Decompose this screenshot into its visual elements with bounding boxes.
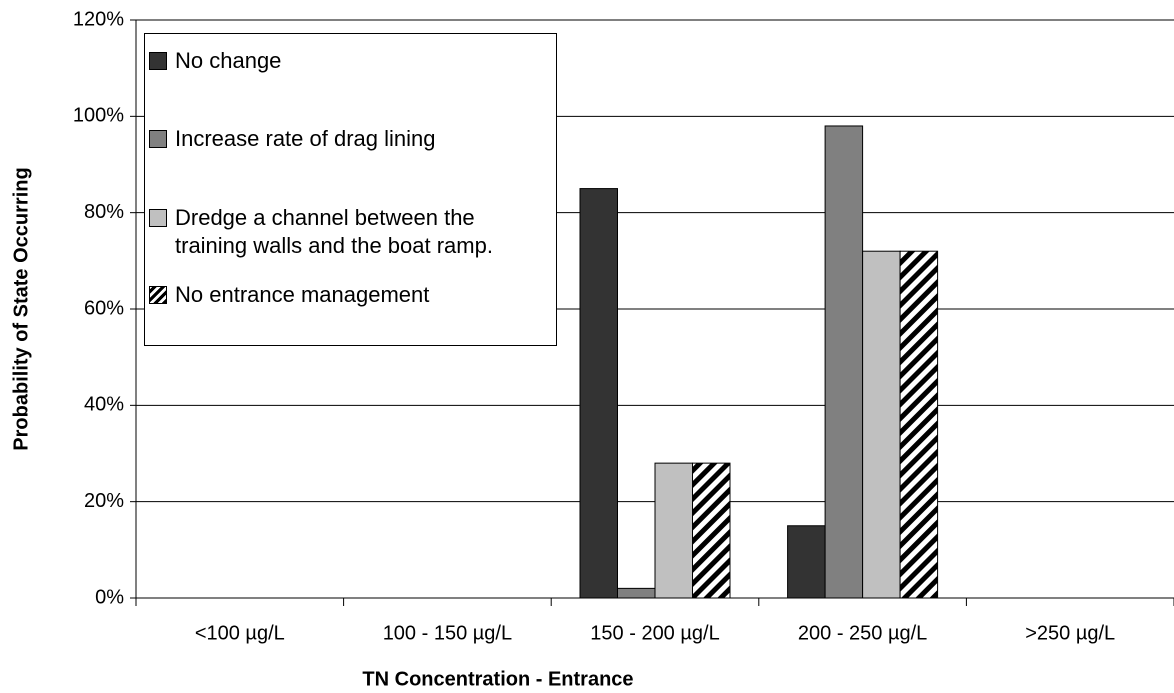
legend-swatch bbox=[149, 52, 167, 70]
x-tick-label: 100 - 150 µg/L bbox=[383, 622, 512, 644]
bar bbox=[862, 250, 901, 599]
x-axis-title: TN Concentration - Entrance bbox=[362, 668, 633, 690]
bar bbox=[579, 188, 618, 599]
legend-swatch bbox=[149, 209, 167, 227]
bar bbox=[899, 250, 939, 599]
bar bbox=[654, 462, 693, 599]
legend-entry: Increase rate of drag lining bbox=[145, 125, 550, 153]
legend: No change Increase rate of drag lining Dre… bbox=[144, 33, 557, 346]
y-tick-label: 80% bbox=[84, 201, 124, 223]
x-tick-label: <100 µg/L bbox=[195, 622, 285, 644]
legend-swatch bbox=[149, 286, 167, 304]
legend-label: No change bbox=[175, 48, 282, 73]
bar bbox=[787, 525, 826, 599]
y-tick-label: 60% bbox=[84, 297, 124, 319]
legend-entry: No entrance management bbox=[145, 281, 550, 309]
legend-label: No entrance management bbox=[175, 282, 430, 307]
y-tick-label: 40% bbox=[84, 394, 124, 416]
x-tick-label: 150 - 200 µg/L bbox=[590, 622, 719, 644]
y-tick-label: 120% bbox=[73, 8, 124, 30]
y-tick-label: 20% bbox=[84, 490, 124, 512]
legend-label: Dredge a channel between the training wa… bbox=[175, 205, 493, 258]
y-axis-title: Probability of State Occurring bbox=[10, 167, 32, 450]
bar bbox=[617, 587, 656, 599]
legend-swatch bbox=[149, 130, 167, 148]
y-tick-label: 100% bbox=[73, 105, 124, 127]
y-tick-label: 0% bbox=[95, 586, 124, 608]
legend-label: Increase rate of drag lining bbox=[175, 126, 436, 151]
legend-entry: Dredge a channel between the training wa… bbox=[145, 204, 550, 260]
bar bbox=[824, 125, 864, 599]
legend-entry: No change bbox=[145, 47, 550, 75]
x-tick-label: 200 - 250 µg/L bbox=[798, 622, 927, 644]
x-tick-label: >250 µg/L bbox=[1025, 622, 1115, 644]
bar bbox=[692, 462, 731, 599]
